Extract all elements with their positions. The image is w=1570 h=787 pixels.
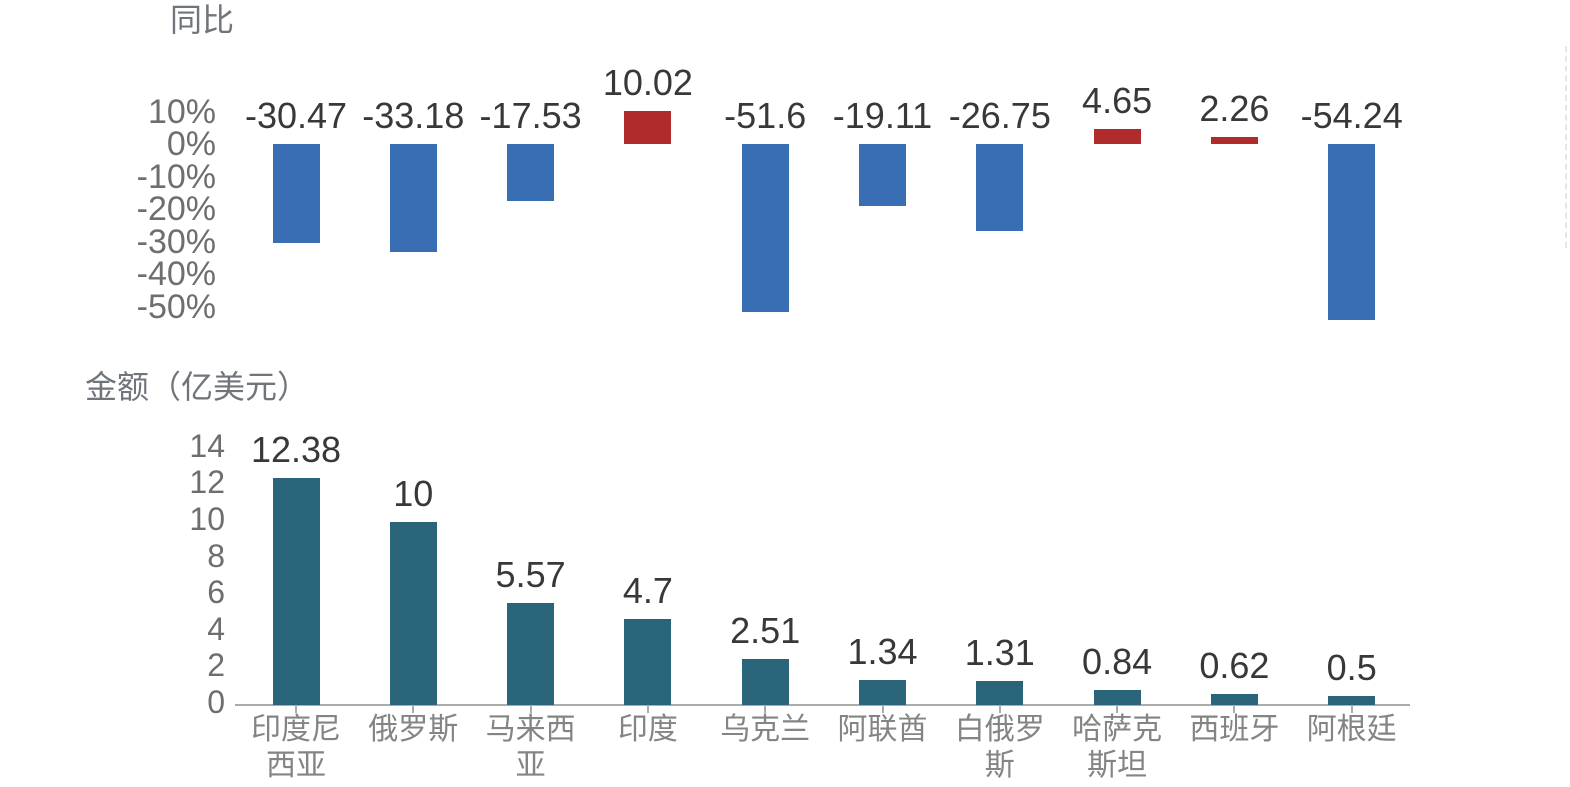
bar-俄罗斯 [389, 521, 437, 705]
data-label-乌克兰: -51.6 [724, 95, 807, 136]
x-tick-mark [295, 705, 297, 713]
y-tick-label: 10% [147, 92, 216, 131]
x-tick-mark [998, 705, 1001, 713]
x-tick-mark [1116, 705, 1119, 713]
data-label-印度尼西亚: 12.38 [250, 429, 342, 471]
x-category-label-白俄罗斯: 白俄罗斯 [954, 713, 1045, 782]
bar-印度尼西亚 [272, 144, 320, 244]
bar-乌克兰 [741, 144, 789, 312]
x-category-label-阿联酋: 阿联酋 [837, 713, 928, 746]
bar-西班牙 [1210, 136, 1258, 144]
x-category-label-俄罗斯: 俄罗斯 [368, 713, 459, 746]
y-tick-label: 14 [189, 427, 225, 464]
bar-印度尼西亚 [272, 478, 320, 705]
y-tick-label: 4 [207, 610, 225, 647]
y-tick-label: 8 [207, 537, 225, 574]
data-label-阿联酋: 1.34 [847, 631, 918, 673]
x-category-label-阿根廷: 阿根廷 [1306, 713, 1397, 746]
bar-阿根廷 [1328, 144, 1376, 321]
y-tick-label: -50% [136, 287, 216, 326]
bar-白俄罗斯 [976, 681, 1024, 705]
bar-哈萨克斯坦 [1093, 689, 1141, 705]
x-tick-mark [1233, 705, 1236, 713]
x-tick-mark [646, 705, 649, 713]
y-tick-label: 10 [189, 500, 225, 537]
y-tick-label: 12 [189, 464, 225, 501]
y-tick-label: -20% [136, 190, 216, 228]
y-tick-label: -10% [136, 157, 216, 196]
data-label-阿根廷: 0.5 [1326, 646, 1377, 688]
y-tick-label: 0 [207, 684, 225, 720]
data-label-马来西亚: 5.57 [495, 554, 566, 595]
yoy-chart-title: 同比 [170, 2, 235, 38]
data-label-白俄罗斯: -26.75 [948, 95, 1051, 136]
amount-chart-title: 金额（亿美元） [85, 369, 310, 405]
bar-阿联酋 [859, 144, 906, 207]
data-label-印度: 10.02 [602, 62, 693, 104]
bar-阿联酋 [859, 680, 906, 705]
dashed-gridline [1565, 46, 1567, 248]
x-tick-mark [412, 705, 415, 713]
bar-阿根廷 [1328, 695, 1376, 705]
data-label-俄罗斯: 10 [393, 472, 434, 514]
data-label-乌克兰: 2.51 [730, 610, 801, 652]
bar-印度 [624, 618, 672, 705]
data-label-白俄罗斯: 1.31 [964, 632, 1035, 673]
y-tick-label: -30% [136, 222, 216, 261]
bar-西班牙 [1210, 693, 1258, 705]
data-label-印度: 4.7 [622, 569, 673, 611]
data-label-哈萨克斯坦: 0.84 [1082, 640, 1153, 682]
y-tick-label: 6 [207, 574, 225, 611]
x-category-label-西班牙: 西班牙 [1189, 713, 1280, 746]
data-label-印度尼西亚: -30.47 [244, 95, 348, 136]
bar-印度 [624, 111, 672, 144]
data-label-西班牙: 0.62 [1199, 644, 1270, 686]
bar-哈萨克斯坦 [1093, 128, 1141, 144]
data-label-阿根廷: -54.24 [1300, 95, 1403, 136]
y-tick-label: 2 [207, 647, 225, 684]
data-label-马来西亚: -17.53 [479, 95, 582, 136]
x-tick-mark [881, 705, 884, 713]
x-category-label-印度: 印度 [617, 713, 678, 746]
data-label-阿联酋: -19.11 [832, 95, 933, 136]
x-category-label-印度尼西亚: 印度尼西亚 [251, 713, 341, 782]
x-category-label-马来西亚: 马来西亚 [485, 713, 576, 782]
x-tick-mark [764, 705, 767, 713]
x-axis-line [235, 704, 1410, 706]
bar-马来西亚 [507, 144, 555, 201]
x-tick-mark [1350, 705, 1353, 713]
bar-俄罗斯 [389, 144, 437, 252]
data-label-哈萨克斯坦: 4.65 [1082, 79, 1153, 121]
y-tick-label: -40% [136, 255, 216, 293]
bar-白俄罗斯 [976, 144, 1024, 231]
data-label-俄罗斯: -33.18 [362, 95, 465, 136]
y-tick-label: 0% [166, 125, 216, 163]
x-category-label-哈萨克斯坦: 哈萨克斯坦 [1072, 713, 1163, 782]
x-category-label-乌克兰: 乌克兰 [720, 713, 811, 746]
bar-马来西亚 [507, 603, 555, 705]
x-tick-mark [529, 705, 532, 713]
bar-乌克兰 [741, 659, 789, 705]
data-label-西班牙: 2.26 [1199, 87, 1270, 129]
